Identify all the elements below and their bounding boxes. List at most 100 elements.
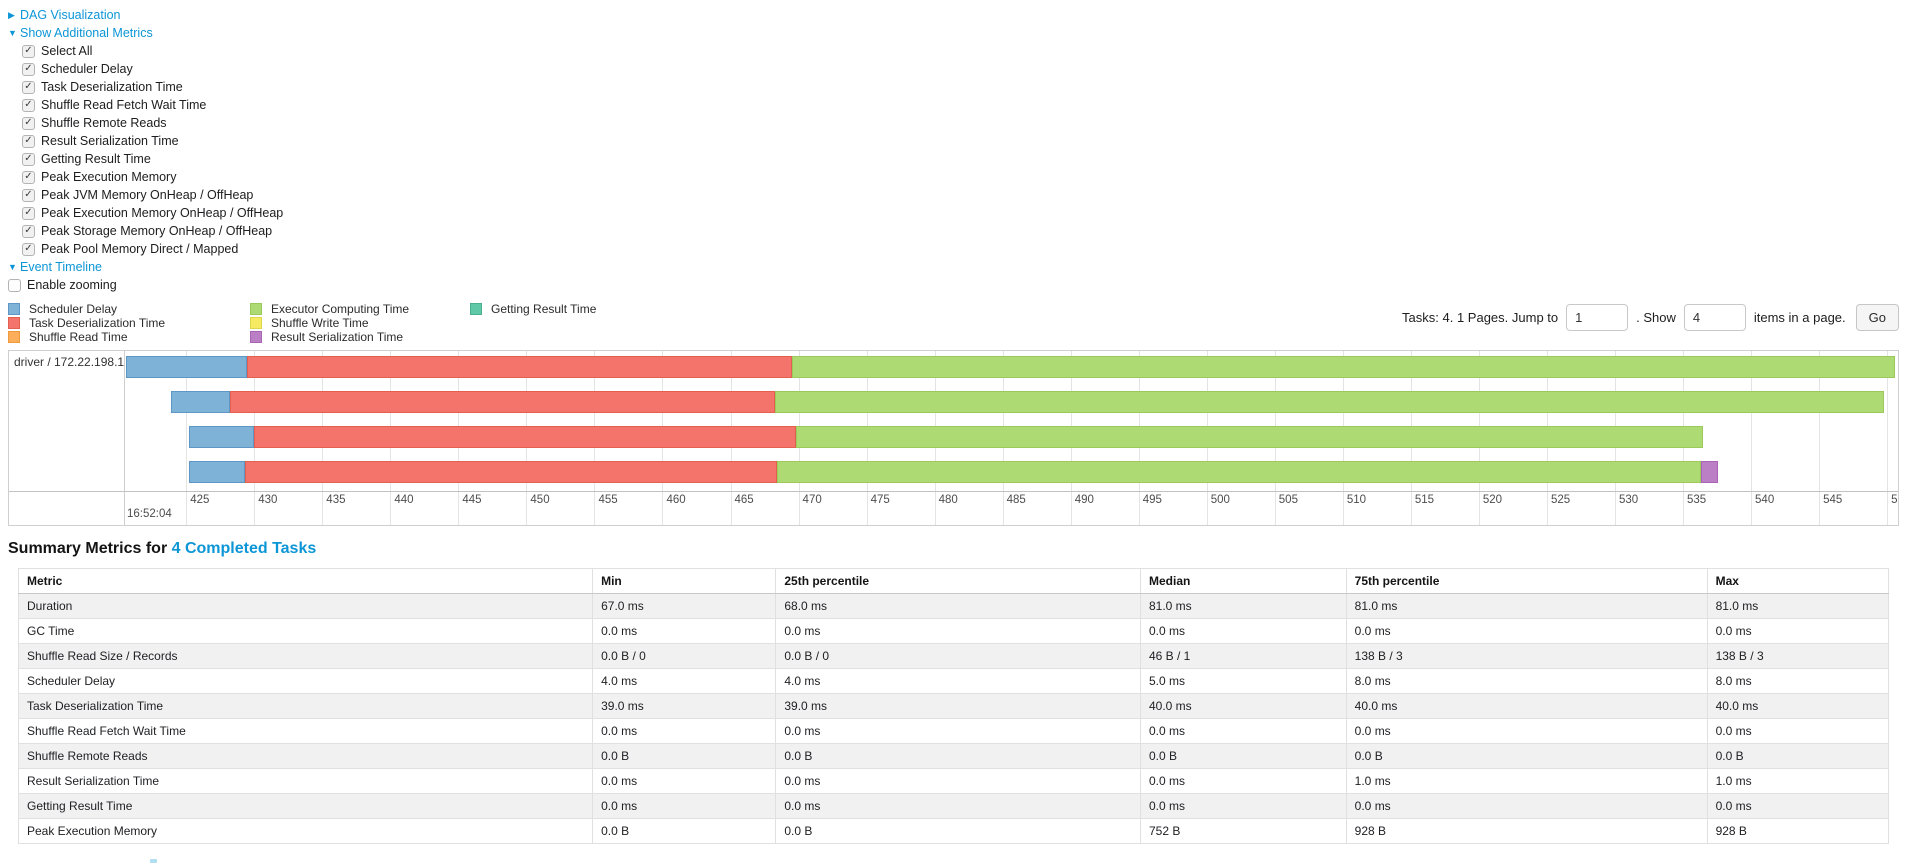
checkbox-label: Task Deserialization Time [41, 80, 183, 94]
metric-checkbox-item[interactable]: Result Serialization Time [22, 132, 1907, 150]
checkbox[interactable] [22, 224, 35, 238]
pagination-show-label: . Show [1636, 310, 1676, 325]
metric-checkbox-item[interactable]: Peak JVM Memory OnHeap / OffHeap [22, 186, 1907, 204]
metric-name-cell: Shuffle Read Fetch Wait Time [17, 718, 594, 744]
show-additional-metrics-toggle[interactable]: ▼ Show Additional Metrics [8, 24, 1907, 42]
checkbox[interactable] [22, 152, 35, 166]
checkbox[interactable] [22, 62, 35, 76]
checkbox[interactable] [22, 44, 35, 58]
axis-tick [1614, 492, 1616, 525]
checkbox[interactable] [22, 170, 35, 184]
metric-checkbox-item[interactable]: Task Deserialization Time [22, 78, 1907, 96]
go-button[interactable]: Go [1855, 304, 1899, 331]
gridline [458, 351, 460, 491]
task-bar-segment-scheduler-delay[interactable] [188, 461, 245, 483]
dag-visualization-label: DAG Visualization [20, 8, 121, 22]
metric-checkbox-item[interactable]: Select All [22, 42, 1907, 60]
metric-checkbox-item[interactable]: Shuffle Read Fetch Wait Time [22, 96, 1907, 114]
axis-tick [1206, 492, 1208, 525]
checkbox[interactable] [22, 116, 35, 130]
legend-label: Scheduler Delay [29, 302, 118, 316]
task-bar-segment-executor-computing[interactable] [791, 356, 1896, 378]
metric-value-cell: 81.0 ms [1345, 593, 1708, 619]
jump-to-page-input[interactable] [1566, 304, 1629, 331]
checkbox[interactable] [22, 80, 35, 94]
metric-checkbox-item[interactable]: Peak Pool Memory Direct / Mapped [22, 240, 1907, 258]
axis-major-time-label: 16:52:04 [127, 508, 172, 520]
metric-name-cell: Shuffle Read Size / Records [17, 643, 594, 669]
axis-tick-label: 455 [598, 494, 618, 506]
metric-checkbox-item[interactable]: Getting Result Time [22, 150, 1907, 168]
gridline [322, 351, 324, 491]
metrics-checkbox-list: Select All Scheduler Delay Task Deserializ… [8, 42, 1907, 258]
metric-checkbox-item[interactable]: Peak Execution Memory OnHeap / OffHeap [22, 204, 1907, 222]
metric-checkbox-item[interactable]: Peak Execution Memory [22, 168, 1907, 186]
legend-label: Result Serialization Time [271, 330, 404, 344]
gridline [866, 351, 868, 491]
task-bar-segment-task-deserialization[interactable] [229, 391, 776, 413]
table-row: Getting Result Time 0.0 ms 0.0 ms 0.0 ms 0.0… [17, 793, 1890, 819]
metric-name-cell: Peak Execution Memory [17, 818, 594, 844]
metric-value-cell: 0.0 B / 0 [592, 643, 777, 669]
task-bar-segment-task-deserialization[interactable] [247, 356, 792, 378]
task-bar-segment-result-serialization[interactable] [1700, 461, 1719, 483]
checkbox[interactable] [22, 206, 35, 220]
metric-value-cell: 0.0 ms [775, 718, 1141, 744]
event-timeline-chart: driver / 172.22.198.104 16:52:04 425 430 4… [8, 350, 1899, 526]
completed-tasks-link[interactable]: 4 Completed Tasks [171, 540, 317, 557]
gridline [390, 351, 392, 491]
checkbox-label: Peak Pool Memory Direct / Mapped [41, 242, 239, 256]
axis-tick-label: 535 [1687, 494, 1707, 506]
gridline [1819, 351, 1821, 491]
metric-value-cell: 81.0 ms [1139, 593, 1347, 619]
metric-value-cell: 39.0 ms [592, 693, 777, 719]
metric-value-cell: 40.0 ms [1345, 693, 1708, 719]
axis-tick-label: 550 [1891, 494, 1898, 506]
metric-value-cell: 1.0 ms [1345, 768, 1708, 794]
chevron-down-icon: ▼ [8, 28, 17, 38]
axis-tick [1002, 492, 1004, 525]
task-bar-segment-scheduler-delay[interactable] [171, 391, 230, 413]
task-bar-segment-task-deserialization[interactable] [244, 461, 777, 483]
items-per-page-input[interactable] [1683, 304, 1746, 331]
checkbox[interactable] [22, 242, 35, 256]
summary-title-prefix: Summary Metrics for [8, 540, 172, 557]
metric-checkbox-item[interactable]: Scheduler Delay [22, 60, 1907, 78]
enable-zooming-checkbox[interactable] [8, 278, 21, 292]
metric-checkbox-item[interactable]: Peak Storage Memory OnHeap / OffHeap [22, 222, 1907, 240]
task-bar-segment-executor-computing[interactable] [795, 426, 1704, 448]
executor-group-label: driver / 172.22.198.104 [9, 351, 125, 491]
table-row: Scheduler Delay 4.0 ms 4.0 ms 5.0 ms 8.0 ms 8… [17, 668, 1890, 694]
shuffle-write-swatch-icon [250, 317, 262, 329]
metric-value-cell: 0.0 B [775, 818, 1141, 844]
task-bar-segment-scheduler-delay[interactable] [188, 426, 255, 448]
event-timeline-toggle[interactable]: ▼ Event Timeline [8, 258, 1907, 276]
checkbox[interactable] [22, 188, 35, 202]
checkbox[interactable] [22, 98, 35, 112]
legend-item: Shuffle Read Time [8, 330, 250, 344]
getting-result-swatch-icon [470, 303, 482, 315]
axis-tick-label: 430 [258, 494, 278, 506]
axis-tick [390, 492, 392, 525]
dag-visualization-toggle[interactable]: ▶ DAG Visualization [8, 6, 1907, 24]
task-bar-segment-task-deserialization[interactable] [254, 426, 796, 448]
task-bar-segment-executor-computing[interactable] [776, 461, 1701, 483]
axis-tick-label: 445 [462, 494, 482, 506]
task-bar-segment-scheduler-delay[interactable] [126, 356, 248, 378]
gridline [594, 351, 596, 491]
task-pagination: Tasks: 4. 1 Pages. Jump to . Show items … [1402, 302, 1899, 331]
gridline [526, 351, 528, 491]
metric-value-cell: 0.0 ms [1345, 718, 1708, 744]
chevron-right-icon: ▶ [8, 10, 15, 20]
legend-item: Shuffle Write Time [250, 316, 470, 330]
task-bar-segment-executor-computing[interactable] [775, 391, 1885, 413]
pagination-summary: Tasks: 4. 1 Pages. Jump to [1402, 310, 1559, 325]
axis-tick [1274, 492, 1276, 525]
metric-value-cell: 138 B / 3 [1706, 643, 1890, 669]
metric-checkbox-item[interactable]: Shuffle Remote Reads [22, 114, 1907, 132]
gridline [1751, 351, 1753, 491]
metric-value-cell: 0.0 ms [592, 718, 777, 744]
checkbox[interactable] [22, 134, 35, 148]
checkbox-label: Select All [41, 44, 93, 58]
enable-zooming-row[interactable]: Enable zooming [8, 276, 1907, 294]
